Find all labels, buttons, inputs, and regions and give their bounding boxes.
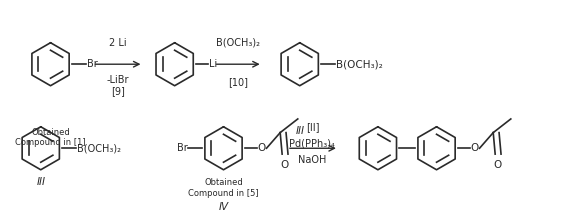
Text: Li: Li bbox=[209, 59, 217, 69]
Text: B(OCH₃)₂: B(OCH₃)₂ bbox=[336, 59, 382, 69]
Text: IV: IV bbox=[218, 202, 229, 212]
Text: Compound in [5]: Compound in [5] bbox=[188, 189, 259, 198]
Text: [10]: [10] bbox=[228, 77, 248, 87]
Text: NaOH: NaOH bbox=[298, 155, 327, 165]
Text: Obtained: Obtained bbox=[31, 128, 70, 137]
Text: -LiBr: -LiBr bbox=[107, 75, 129, 85]
Text: Br: Br bbox=[177, 143, 187, 153]
Text: O: O bbox=[257, 143, 266, 153]
Text: [II]: [II] bbox=[306, 122, 319, 132]
Text: [9]: [9] bbox=[111, 86, 125, 96]
Text: O: O bbox=[471, 143, 479, 153]
Text: O: O bbox=[280, 160, 288, 170]
Text: B(OCH₃)₂: B(OCH₃)₂ bbox=[216, 38, 260, 48]
Text: B(OCH₃)₂: B(OCH₃)₂ bbox=[77, 143, 121, 153]
Text: III: III bbox=[295, 126, 304, 136]
Text: Br: Br bbox=[87, 59, 97, 69]
Text: Compound in [1]: Compound in [1] bbox=[15, 138, 86, 147]
Text: Obtained: Obtained bbox=[204, 178, 243, 187]
Text: III: III bbox=[36, 177, 46, 187]
Text: O: O bbox=[493, 160, 501, 170]
Text: Pd(PPh₃)₄: Pd(PPh₃)₄ bbox=[290, 138, 335, 148]
Text: 2 Li: 2 Li bbox=[109, 38, 127, 48]
